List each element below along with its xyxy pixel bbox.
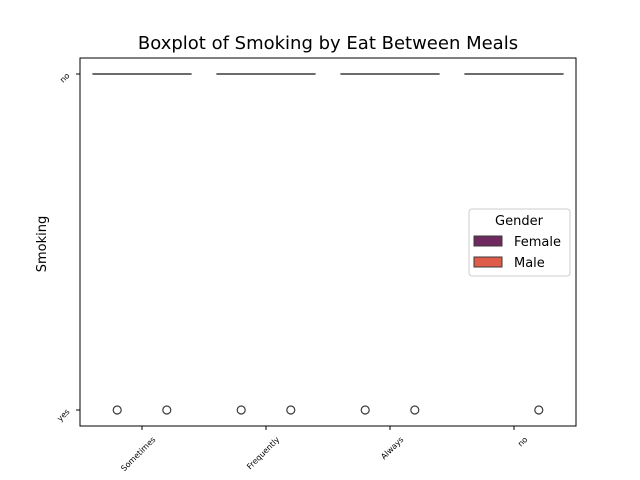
outlier-female-2-0	[360, 405, 370, 415]
legend-swatch-female	[473, 235, 503, 247]
legend-swatch-male	[473, 256, 503, 268]
legend: Gender Female Male	[468, 208, 571, 277]
chart-axes: Sometimes Frequently Always no no yes	[55, 71, 529, 473]
outlier-male-2-0	[410, 405, 420, 415]
outlier-male-0-0	[162, 405, 172, 415]
outlier-female-1-0	[236, 405, 246, 415]
chart-title: Boxplot of Smoking by Eat Between Meals	[138, 33, 518, 54]
plot-area	[79, 57, 577, 427]
legend-title: Gender	[495, 214, 544, 229]
x-tick-label-2: Always	[379, 435, 405, 461]
y-tick-label-yes: yes	[55, 407, 71, 423]
outlier-male-3-0	[534, 405, 544, 415]
x-tick-label-3: no	[516, 435, 529, 448]
y-tick-label-no: no	[58, 71, 71, 84]
chart-marks	[92, 73, 564, 415]
legend-label-male: Male	[514, 256, 545, 271]
outlier-male-1-0	[286, 405, 296, 415]
outlier-female-0-0	[112, 405, 122, 415]
x-tick-label-1: Frequently	[245, 435, 281, 471]
x-tick-label-0: Sometimes	[119, 435, 157, 473]
y-axis-label: Smoking	[35, 216, 50, 273]
legend-label-female: Female	[514, 235, 561, 250]
